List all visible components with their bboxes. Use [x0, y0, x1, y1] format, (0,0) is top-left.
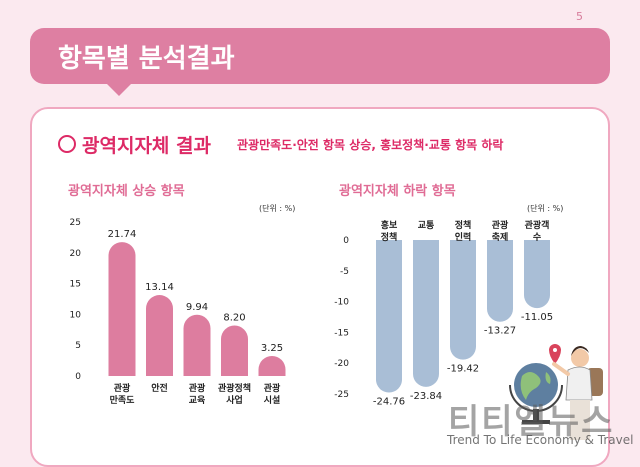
category-label: 관광	[492, 219, 509, 231]
chart-up-unit: (단위 : %)	[259, 204, 296, 213]
data-label: 3.25	[261, 343, 283, 354]
category-label: 인력	[455, 231, 472, 243]
data-label: -24.76	[373, 397, 405, 408]
y-tick-label: -5	[340, 267, 349, 277]
watermark-korean: 티티엘뉴스	[448, 402, 615, 442]
data-label: 8.20	[223, 312, 245, 323]
charts-canvas: 051015202521.74관광만족도13.14안전9.94관광교육8.20관…	[70, 218, 554, 408]
title-banner-notch	[105, 82, 133, 96]
y-tick-label: 0	[343, 236, 349, 246]
category-label: 정책	[381, 231, 398, 243]
bar	[487, 240, 513, 322]
y-tick-label: 0	[75, 372, 81, 382]
y-tick-label: 15	[70, 280, 81, 290]
bar	[413, 240, 439, 387]
y-tick-label: -15	[334, 328, 349, 338]
category-label: 정책	[455, 219, 472, 231]
y-tick-label: 10	[70, 310, 82, 320]
data-label: -23.84	[410, 391, 442, 402]
category-label: 안전	[151, 382, 168, 394]
bar	[376, 240, 402, 393]
data-label: -19.42	[447, 364, 479, 375]
circle-bullet-icon	[58, 135, 76, 153]
chart-down-unit: (단위 : %)	[527, 204, 564, 213]
section-subheading: 관광만족도·안전 항목 상승, 홍보정책·교통 항목 하락	[237, 138, 504, 152]
category-label: 관광	[264, 382, 281, 394]
bar	[524, 240, 550, 309]
watermark-english: Trend To Life Economy & Travel	[447, 433, 634, 447]
y-tick-label: 5	[75, 341, 81, 351]
y-tick-label: -10	[334, 298, 349, 308]
category-label: 관광	[114, 382, 131, 394]
bar	[146, 295, 173, 376]
section-heading: 광역지자체 결과	[82, 135, 211, 157]
page-number: 5	[576, 10, 583, 23]
data-label: 13.14	[145, 282, 174, 293]
chart-down-title: 광역지자체 하락 항목	[339, 184, 456, 199]
page-title: 항목별 분석결과	[58, 44, 235, 74]
category-label: 만족도	[110, 394, 136, 406]
category-label: 교통	[418, 220, 435, 231]
bar	[221, 325, 248, 376]
bar	[450, 240, 476, 360]
category-label: 수	[533, 232, 541, 243]
data-label: -13.27	[484, 326, 516, 337]
data-label: 9.94	[186, 302, 208, 313]
y-tick-label: -20	[334, 359, 349, 369]
y-tick-label: -25	[334, 390, 349, 400]
title-banner	[30, 28, 610, 84]
data-label: -11.05	[521, 312, 553, 323]
bar	[183, 314, 211, 376]
bar	[108, 242, 136, 376]
category-label: 관광객	[525, 219, 550, 231]
category-label: 관광	[189, 382, 206, 394]
data-label: 21.74	[108, 229, 137, 240]
y-tick-label: 25	[70, 218, 81, 228]
category-label: 시설	[264, 394, 281, 406]
category-label: 축제	[492, 231, 509, 243]
category-label: 관광정책	[218, 382, 251, 394]
category-label: 사업	[226, 394, 243, 406]
category-label: 교육	[189, 395, 206, 406]
category-label: 홍보	[381, 219, 398, 231]
bar	[258, 355, 286, 376]
y-tick-label: 20	[70, 249, 82, 259]
chart-up-title: 광역지자체 상승 항목	[68, 184, 185, 199]
